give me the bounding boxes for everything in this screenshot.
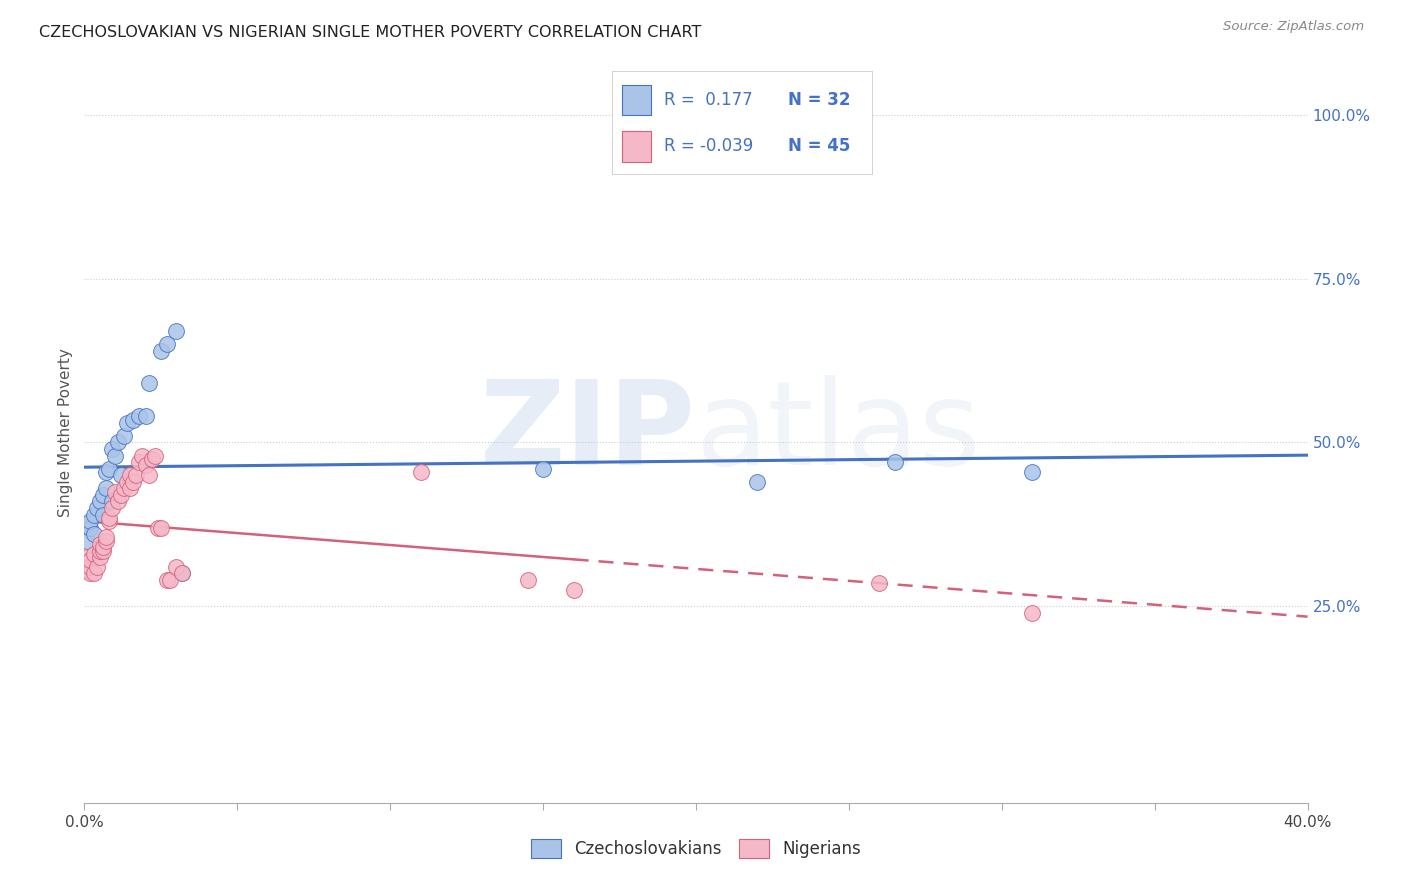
Point bbox=[135, 409, 157, 424]
Point bbox=[1021, 465, 1043, 479]
Point bbox=[76, 550, 98, 565]
Point bbox=[91, 508, 114, 522]
Point bbox=[101, 442, 124, 456]
Point bbox=[122, 412, 145, 426]
Point bbox=[79, 521, 101, 535]
Point bbox=[79, 553, 101, 567]
Point bbox=[76, 557, 98, 571]
Point bbox=[79, 560, 101, 574]
Point bbox=[122, 475, 145, 489]
Point bbox=[120, 481, 142, 495]
Point bbox=[94, 531, 117, 545]
Point bbox=[89, 550, 111, 565]
Point bbox=[91, 488, 114, 502]
Text: ZIP: ZIP bbox=[479, 376, 696, 490]
Point bbox=[128, 455, 150, 469]
Point bbox=[115, 416, 138, 430]
Point bbox=[110, 488, 132, 502]
Point bbox=[562, 582, 585, 597]
Text: R = -0.039: R = -0.039 bbox=[664, 137, 752, 155]
Point bbox=[159, 573, 181, 587]
Point bbox=[883, 455, 905, 469]
Point bbox=[89, 494, 111, 508]
Point bbox=[516, 573, 538, 587]
Point bbox=[120, 468, 142, 483]
Point bbox=[83, 508, 105, 522]
Point bbox=[146, 521, 169, 535]
Point bbox=[165, 560, 187, 574]
Text: R =  0.177: R = 0.177 bbox=[664, 91, 752, 109]
Text: N = 32: N = 32 bbox=[789, 91, 851, 109]
Text: N = 45: N = 45 bbox=[789, 137, 851, 155]
Point bbox=[79, 566, 101, 581]
Point bbox=[89, 537, 111, 551]
Point bbox=[101, 500, 124, 515]
Point bbox=[83, 547, 105, 561]
Point bbox=[138, 468, 160, 483]
Point bbox=[112, 481, 135, 495]
Point bbox=[141, 451, 163, 466]
Point bbox=[531, 461, 554, 475]
Point bbox=[89, 543, 111, 558]
Point bbox=[143, 449, 166, 463]
Point bbox=[104, 449, 127, 463]
FancyBboxPatch shape bbox=[621, 131, 651, 161]
Point bbox=[1021, 606, 1043, 620]
Point bbox=[747, 475, 769, 489]
Point bbox=[172, 566, 194, 581]
Point bbox=[131, 449, 153, 463]
Point bbox=[128, 409, 150, 424]
FancyBboxPatch shape bbox=[621, 85, 651, 115]
Point bbox=[83, 527, 105, 541]
Point bbox=[869, 576, 891, 591]
Point bbox=[76, 563, 98, 577]
Y-axis label: Single Mother Poverty: Single Mother Poverty bbox=[58, 348, 73, 517]
Point bbox=[172, 566, 194, 581]
Point bbox=[149, 343, 172, 358]
Text: CZECHOSLOVAKIAN VS NIGERIAN SINGLE MOTHER POVERTY CORRELATION CHART: CZECHOSLOVAKIAN VS NIGERIAN SINGLE MOTHE… bbox=[39, 25, 702, 40]
Point bbox=[138, 376, 160, 391]
Point bbox=[115, 475, 138, 489]
Point bbox=[94, 465, 117, 479]
Point bbox=[94, 533, 117, 548]
Point bbox=[107, 435, 129, 450]
Point bbox=[107, 494, 129, 508]
Point bbox=[165, 324, 187, 338]
Point bbox=[110, 468, 132, 483]
Point bbox=[112, 429, 135, 443]
Text: Source: ZipAtlas.com: Source: ZipAtlas.com bbox=[1223, 20, 1364, 33]
Legend: Czechoslovakians, Nigerians: Czechoslovakians, Nigerians bbox=[524, 832, 868, 865]
Point bbox=[125, 468, 148, 483]
Point bbox=[97, 461, 120, 475]
Point bbox=[91, 543, 114, 558]
Point bbox=[135, 458, 157, 473]
Point bbox=[409, 465, 432, 479]
Point bbox=[94, 481, 117, 495]
Point bbox=[91, 541, 114, 555]
Point bbox=[97, 514, 120, 528]
Point bbox=[76, 517, 98, 532]
Point bbox=[101, 494, 124, 508]
Point bbox=[104, 484, 127, 499]
Point bbox=[156, 573, 179, 587]
Point bbox=[86, 500, 108, 515]
Point bbox=[97, 510, 120, 524]
Point bbox=[149, 521, 172, 535]
Point bbox=[83, 566, 105, 581]
Point bbox=[76, 533, 98, 548]
Text: atlas: atlas bbox=[696, 376, 981, 490]
Point bbox=[79, 514, 101, 528]
Point bbox=[86, 560, 108, 574]
Point bbox=[156, 337, 179, 351]
